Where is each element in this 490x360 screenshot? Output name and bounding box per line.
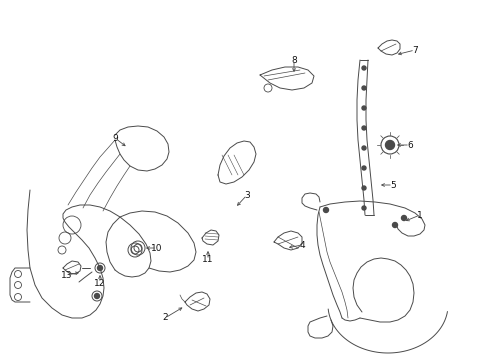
Circle shape	[98, 266, 102, 270]
Circle shape	[362, 166, 366, 170]
Circle shape	[95, 293, 99, 298]
Circle shape	[323, 207, 328, 212]
Circle shape	[362, 106, 366, 110]
Text: 2: 2	[162, 314, 168, 323]
Text: 4: 4	[299, 240, 305, 249]
Circle shape	[362, 66, 366, 70]
Circle shape	[401, 216, 407, 220]
Text: 12: 12	[94, 279, 106, 288]
Circle shape	[362, 126, 366, 130]
Circle shape	[362, 206, 366, 210]
Text: 10: 10	[151, 243, 163, 252]
Circle shape	[362, 146, 366, 150]
Text: 6: 6	[407, 140, 413, 149]
Text: 3: 3	[244, 190, 250, 199]
Circle shape	[386, 140, 394, 149]
Circle shape	[362, 86, 366, 90]
Text: 13: 13	[61, 270, 73, 279]
Text: 1: 1	[417, 211, 423, 220]
Circle shape	[362, 186, 366, 190]
Text: 7: 7	[412, 45, 418, 54]
Text: 9: 9	[112, 134, 118, 143]
Text: 8: 8	[291, 55, 297, 64]
Text: 11: 11	[202, 256, 214, 265]
Circle shape	[392, 222, 397, 228]
Text: 5: 5	[390, 180, 396, 189]
